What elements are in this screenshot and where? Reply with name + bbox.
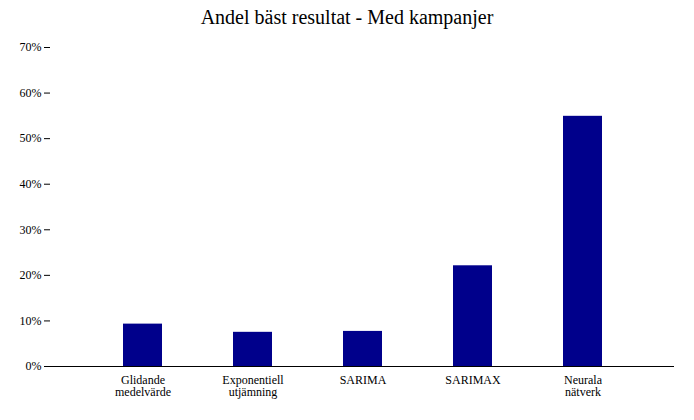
svg-text:SARIMAX: SARIMAX bbox=[445, 373, 501, 387]
svg-text:50%: 50% bbox=[20, 131, 42, 145]
svg-text:Glidandemedelvärde: Glidandemedelvärde bbox=[115, 373, 171, 399]
svg-text:40%: 40% bbox=[20, 177, 42, 191]
svg-text:Exponentiellutjämning: Exponentiellutjämning bbox=[222, 373, 284, 399]
svg-text:Neuralanätverk: Neuralanätverk bbox=[564, 373, 603, 399]
svg-text:SARIMA: SARIMA bbox=[340, 373, 387, 387]
svg-text:70%: 70% bbox=[20, 40, 42, 54]
svg-text:20%: 20% bbox=[20, 268, 42, 282]
svg-text:10%: 10% bbox=[20, 314, 42, 328]
svg-text:30%: 30% bbox=[20, 223, 42, 237]
svg-text:0%: 0% bbox=[26, 359, 42, 373]
html-text:Andel bäst resultat - Med kamp: Andel bäst resultat - Med kampanjer bbox=[200, 6, 494, 28]
svg-text:60%: 60% bbox=[20, 86, 42, 100]
